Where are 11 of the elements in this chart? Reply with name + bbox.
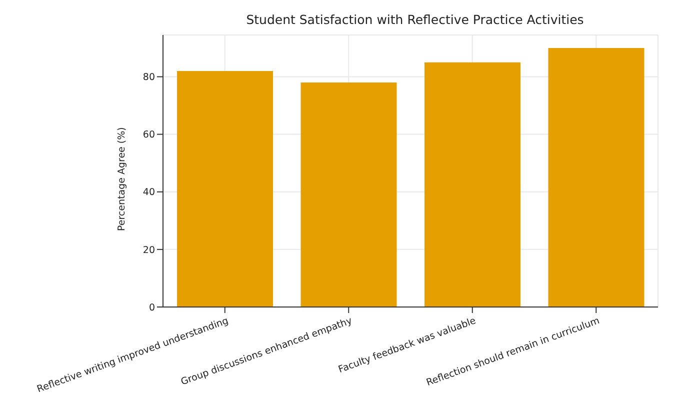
bar <box>548 48 644 307</box>
bar <box>177 70 273 307</box>
bar <box>424 62 520 307</box>
y-tick-label: 0 <box>148 302 155 314</box>
y-tick-label: 20 <box>142 244 155 256</box>
bar <box>300 82 397 307</box>
y-tick-label: 40 <box>142 187 155 198</box>
y-axis-title: Percentage Agree (%) <box>116 127 128 231</box>
chart-title: Student Satisfaction with Reflective Practice Activities <box>245 12 585 27</box>
y-tick-label: 60 <box>142 130 155 141</box>
y-tick-label: 80 <box>142 72 155 84</box>
